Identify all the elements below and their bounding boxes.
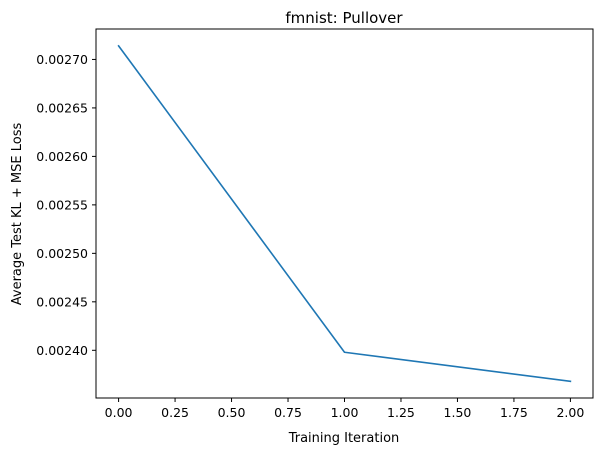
x-axis-label: Training Iteration	[288, 431, 400, 446]
y-tick-label: 0.00255	[36, 197, 88, 212]
y-tick-label: 0.00250	[36, 246, 88, 261]
y-tick-label: 0.00245	[36, 294, 88, 309]
x-tick-label: 1.00	[331, 405, 359, 420]
chart-title: fmnist: Pullover	[285, 9, 403, 27]
x-tick-label: 1.50	[444, 405, 472, 420]
x-tick-label: 2.00	[556, 405, 584, 420]
x-tick-label: 0.75	[274, 405, 302, 420]
series-line-1	[117, 44, 572, 383]
x-tick-label: 0.25	[161, 405, 189, 420]
axes-frame	[95, 28, 594, 399]
x-tick-label: 1.25	[387, 405, 415, 420]
x-tick-label: 0.50	[218, 405, 246, 420]
y-tick-label: 0.00240	[36, 343, 88, 358]
x-axis: 0.00 0.25 0.50 0.75 1.00 1.25 1.50 1.75 2.00	[105, 398, 584, 420]
x-tick-label: 0.00	[105, 405, 133, 420]
y-axis: 0.00240 0.00245 0.00250 0.00255 0.00260 0.002…	[36, 52, 96, 358]
y-tick-label: 0.00270	[36, 52, 88, 67]
y-axis-label: Average Test KL + MSE Loss	[10, 123, 25, 306]
y-tick-label: 0.00265	[36, 100, 88, 115]
x-tick-label: 1.75	[500, 405, 528, 420]
plot-area	[95, 28, 594, 399]
y-tick-label: 0.00260	[36, 149, 88, 164]
series-layer	[117, 44, 572, 383]
